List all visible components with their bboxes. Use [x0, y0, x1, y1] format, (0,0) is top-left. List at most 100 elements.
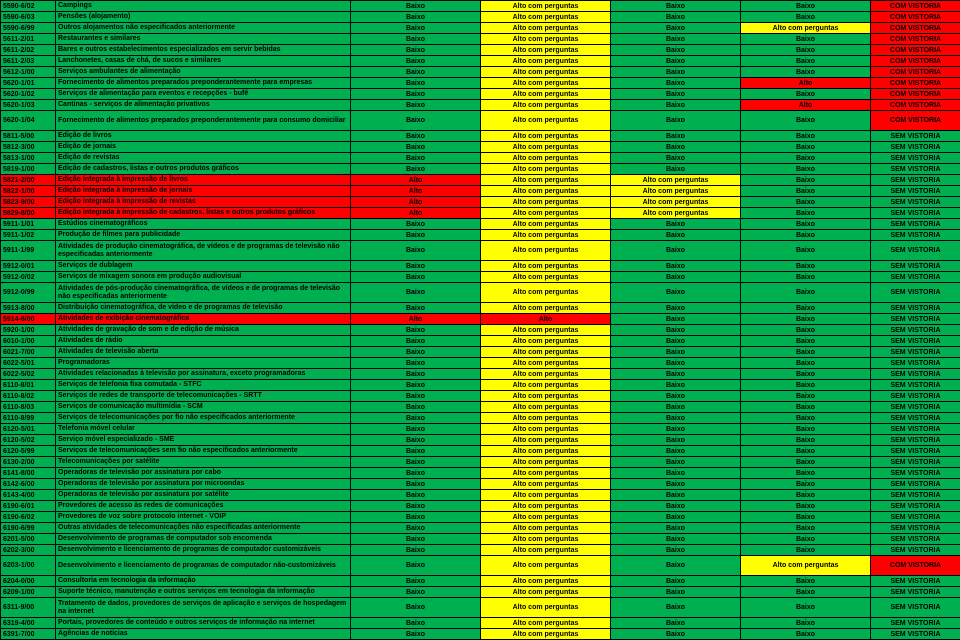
col-c-cell: Baixo [611, 618, 741, 629]
col-d-cell: Baixo [741, 424, 871, 435]
table-row: 5914-6/00Atividades de exibição cinemato… [1, 314, 960, 325]
col-b-cell: Alto com perguntas [481, 34, 611, 45]
table-row: 6190-6/99Outras atividades de telecomuni… [1, 523, 960, 534]
desc-cell: Edição de revistas [56, 153, 351, 164]
col-d-cell: Baixo [741, 45, 871, 56]
desc-cell: Serviços de telecomunicações sem fio não… [56, 446, 351, 457]
table-row: 5812-3/00Edição de jornaisBaixoAlto com … [1, 142, 960, 153]
col-c-cell: Baixo [611, 490, 741, 501]
col-b-cell: Alto com perguntas [481, 142, 611, 153]
col-e-cell: SEM VISTORIA [871, 391, 960, 402]
col-b-cell: Alto com perguntas [481, 197, 611, 208]
desc-cell: Edição integrada à impressão de cadastro… [56, 208, 351, 219]
col-d-cell: Alto [741, 78, 871, 89]
col-c-cell: Baixo [611, 78, 741, 89]
col-d-cell: Alto [741, 100, 871, 111]
code-cell: 5620-1/02 [1, 89, 56, 100]
col-c-cell: Baixo [611, 56, 741, 67]
col-b-cell: Alto com perguntas [481, 576, 611, 587]
col-d-cell: Baixo [741, 479, 871, 490]
col-b-cell: Alto com perguntas [481, 131, 611, 142]
col-c-cell: Baixo [611, 336, 741, 347]
desc-cell: Outras atividades de telecomunicações nã… [56, 523, 351, 534]
col-a-cell: Baixo [351, 556, 481, 576]
col-d-cell: Baixo [741, 261, 871, 272]
desc-cell: Serviços de redes de transporte de telec… [56, 391, 351, 402]
col-e-cell: SEM VISTORIA [871, 272, 960, 283]
col-a-cell: Baixo [351, 435, 481, 446]
col-a-cell: Baixo [351, 402, 481, 413]
code-cell: 5611-2/02 [1, 45, 56, 56]
col-a-cell: Baixo [351, 12, 481, 23]
table-row: 6120-5/99Serviços de telecomunicações se… [1, 446, 960, 457]
col-d-cell: Baixo [741, 89, 871, 100]
col-b-cell: Alto com perguntas [481, 12, 611, 23]
col-c-cell: Baixo [611, 111, 741, 131]
col-e-cell: SEM VISTORIA [871, 576, 960, 587]
col-e-cell: SEM VISTORIA [871, 490, 960, 501]
col-a-cell: Baixo [351, 512, 481, 523]
code-cell: 5620-1/03 [1, 100, 56, 111]
col-e-cell: SEM VISTORIA [871, 241, 960, 261]
col-c-cell: Alto com perguntas [611, 175, 741, 186]
code-cell: 6391-7/00 [1, 629, 56, 640]
col-a-cell: Baixo [351, 241, 481, 261]
code-cell: 5920-1/00 [1, 325, 56, 336]
col-a-cell: Baixo [351, 131, 481, 142]
desc-cell: Serviço móvel especializado - SME [56, 435, 351, 446]
desc-cell: Edição de jornais [56, 142, 351, 153]
col-b-cell: Alto com perguntas [481, 153, 611, 164]
code-cell: 5914-6/00 [1, 314, 56, 325]
table-row: 6110-8/01Serviços de telefonia fixa comu… [1, 380, 960, 391]
col-d-cell: Baixo [741, 402, 871, 413]
col-b-cell: Alto com perguntas [481, 261, 611, 272]
code-cell: 5911-1/01 [1, 219, 56, 230]
code-cell: 6110-8/99 [1, 413, 56, 424]
col-a-cell: Baixo [351, 380, 481, 391]
table-row: 5590-6/02CampingsBaixoAlto com perguntas… [1, 1, 960, 12]
col-e-cell: SEM VISTORIA [871, 314, 960, 325]
table-row: 6209-1/00Suporte técnico, manutenção e o… [1, 587, 960, 598]
code-cell: 6311-9/00 [1, 598, 56, 618]
col-b-cell: Alto com perguntas [481, 523, 611, 534]
col-c-cell: Baixo [611, 556, 741, 576]
col-d-cell: Baixo [741, 347, 871, 358]
col-d-cell: Baixo [741, 523, 871, 534]
col-a-cell: Alto [351, 186, 481, 197]
col-c-cell: Baixo [611, 314, 741, 325]
col-b-cell: Alto com perguntas [481, 618, 611, 629]
col-b-cell: Alto com perguntas [481, 598, 611, 618]
table-row: 6203-1/00Desenvolvimento e licenciamento… [1, 556, 960, 576]
code-cell: 6120-5/99 [1, 446, 56, 457]
desc-cell: Tratamento de dados, provedores de servi… [56, 598, 351, 618]
col-c-cell: Baixo [611, 67, 741, 78]
code-cell: 6142-6/00 [1, 479, 56, 490]
col-d-cell: Baixo [741, 501, 871, 512]
desc-cell: Atividades de gravação de som e de ediçã… [56, 325, 351, 336]
col-e-cell: SEM VISTORIA [871, 283, 960, 303]
col-e-cell: SEM VISTORIA [871, 424, 960, 435]
table-row: 6202-3/00Desenvolvimento e licenciamento… [1, 545, 960, 556]
desc-cell: Atividades relacionadas à televisão por … [56, 369, 351, 380]
desc-cell: Atividades de pós-produção cinematográfi… [56, 283, 351, 303]
col-e-cell: SEM VISTORIA [871, 303, 960, 314]
desc-cell: Lanchonetes, casas de chá, de sucos e si… [56, 56, 351, 67]
col-a-cell: Baixo [351, 391, 481, 402]
col-e-cell: SEM VISTORIA [871, 153, 960, 164]
col-b-cell: Alto com perguntas [481, 534, 611, 545]
col-c-cell: Baixo [611, 1, 741, 12]
col-e-cell: SEM VISTORIA [871, 545, 960, 556]
col-e-cell: SEM VISTORIA [871, 186, 960, 197]
desc-cell: Suporte técnico, manutenção e outros ser… [56, 587, 351, 598]
code-cell: 5611-2/03 [1, 56, 56, 67]
table-row: 5620-1/01Fornecimento de alimentos prepa… [1, 78, 960, 89]
table-row: 5612-1/00Serviços ambulantes de alimenta… [1, 67, 960, 78]
col-e-cell: SEM VISTORIA [871, 230, 960, 241]
col-b-cell: Alto com perguntas [481, 587, 611, 598]
table-row: 5821-2/00Edição integrada à impressão de… [1, 175, 960, 186]
col-d-cell: Baixo [741, 512, 871, 523]
col-d-cell: Baixo [741, 598, 871, 618]
desc-cell: Desenvolvimento e licenciamento de progr… [56, 556, 351, 576]
col-e-cell: SEM VISTORIA [871, 468, 960, 479]
col-a-cell: Baixo [351, 587, 481, 598]
